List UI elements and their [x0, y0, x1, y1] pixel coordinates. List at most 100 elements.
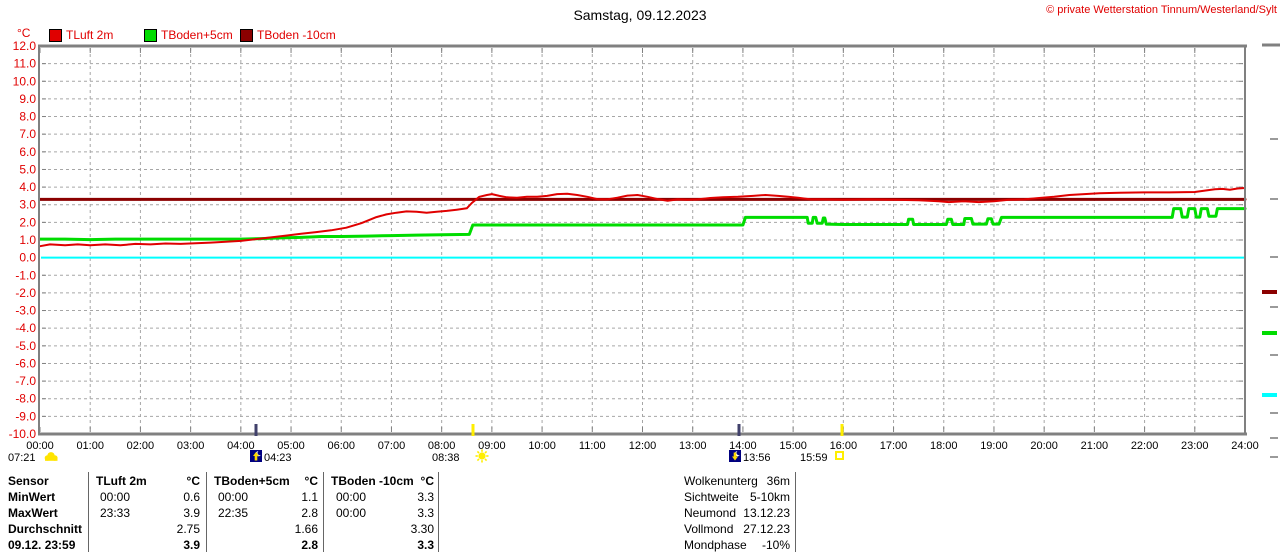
y-tick-label: 2.0	[19, 215, 36, 229]
y-tick-label: 10.0	[13, 74, 37, 88]
x-tick-label: 21:00	[1081, 440, 1109, 452]
y-tick-label: -10.0	[9, 427, 37, 441]
stats-column-divider	[323, 472, 324, 552]
sunrise-sun-icon	[475, 449, 489, 463]
y-tick-label: -4.0	[15, 321, 36, 335]
y-tick-label: 7.0	[19, 127, 36, 141]
legend-swatch-red	[49, 28, 62, 42]
stats-row-label: Sensor	[8, 474, 49, 488]
x-tick-label: 02:00	[127, 440, 155, 452]
sun-moon-time-label: 15:59	[800, 452, 828, 464]
stats-min-value: 0.6	[183, 490, 200, 504]
series-tluft-2m	[39, 187, 1246, 248]
stats-current-value: 3.9	[183, 538, 200, 552]
info-label: Vollmond	[684, 522, 734, 536]
legend-label: TBoden -10cm	[257, 28, 336, 42]
y-tick-label: 11.0	[14, 57, 37, 71]
stats-sensor-name: TBoden -10cm	[331, 474, 414, 488]
y-tick-label: -9.0	[15, 409, 36, 423]
info-label: Wolkenunterg	[684, 474, 758, 488]
x-tick-label: 12:00	[629, 440, 657, 452]
y-tick-label: 8.0	[19, 110, 36, 124]
stats-min-value: 1.1	[301, 490, 318, 504]
x-tick-label: 10:00	[528, 440, 556, 452]
stats-min-value: 3.3	[417, 490, 434, 504]
stats-column-divider	[438, 472, 439, 552]
page-title: Samstag, 09.12.2023	[573, 7, 707, 23]
stats-max-value: 3.9	[183, 506, 200, 520]
y-tick-label: 5.0	[19, 162, 36, 176]
stats-current-value: 3.3	[417, 538, 434, 552]
series-tboden-5cm	[38, 207, 1247, 242]
stats-sensor-unit: °C	[186, 474, 200, 488]
moonrise-icon	[250, 450, 263, 462]
legend-item-tboden-5cm: TBoden+5cm	[144, 28, 233, 42]
x-tick-label: 08:00	[428, 440, 456, 452]
sun-moon-time-label: 08:38	[432, 452, 460, 464]
x-tick-label: 15:00	[779, 440, 807, 452]
legend-swatch-darkred	[240, 28, 253, 42]
dawn-cloud-icon	[44, 452, 58, 461]
y-tick-label: -6.0	[15, 356, 36, 370]
info-value: 13.12.23	[743, 506, 790, 520]
x-tick-label: 22:00	[1131, 440, 1159, 452]
info-value: 36m	[766, 474, 790, 488]
y-tick-label: -8.0	[15, 392, 36, 406]
legend-item-tboden-10cm: TBoden -10cm	[240, 28, 336, 42]
info-label: Mondphase	[684, 538, 747, 552]
stats-max-time: 23:33	[100, 506, 131, 520]
x-tick-label: 23:00	[1181, 440, 1209, 452]
info-value: 5-10km	[749, 490, 790, 504]
info-label: Sichtweite	[684, 490, 739, 504]
x-tick-label: 14:00	[729, 440, 757, 452]
stats-row-label: Durchschnitt	[8, 522, 83, 536]
stats-sensor-name: TBoden+5cm	[214, 474, 290, 488]
stats-row-label: MaxWert	[8, 506, 58, 520]
y-tick-label: 9.0	[19, 92, 36, 106]
x-tick-label: 04:00	[227, 440, 255, 452]
x-tick-label: 17:00	[880, 440, 908, 452]
y-tick-label: -1.0	[15, 268, 36, 282]
x-tick-label: 11:00	[579, 440, 606, 452]
y-tick-label: -3.0	[15, 304, 36, 318]
stats-current-value: 2.8	[301, 538, 318, 552]
y-tick-label: 4.0	[19, 180, 36, 194]
info-label: Neumond	[684, 506, 737, 520]
y-tick-label: 0.0	[19, 251, 36, 265]
stats-row-label: 09.12. 23:59	[8, 538, 76, 552]
x-tick-label: 18:00	[930, 440, 958, 452]
stats-avg-value: 3.30	[410, 522, 434, 536]
y-tick-label: 1.0	[19, 233, 36, 247]
stats-row-label: MinWert	[8, 490, 56, 504]
stats-avg-value: 1.66	[294, 522, 318, 536]
temperature-chart: 12.0 11.0 10.0 9.0 8.0 7.0 6.0 5.0 4.0 3.0 2.0 1.0 0…	[8, 39, 1280, 464]
y-tick-label: 3.0	[19, 198, 36, 212]
x-tick-label: 05:00	[277, 440, 305, 452]
stats-min-time: 00:00	[336, 490, 367, 504]
x-tick-label: 16:00	[830, 440, 858, 452]
x-tick-label: 06:00	[327, 440, 355, 452]
legend-label: TLuft 2m	[66, 28, 114, 42]
sun-moon-time-label: 07:21	[8, 452, 36, 464]
x-tick-label: 24:00	[1231, 440, 1259, 452]
stats-min-time: 00:00	[100, 490, 131, 504]
y-axis-unit-label: °C	[17, 26, 31, 40]
info-value: -10%	[761, 538, 790, 552]
x-tick-label: 00:00	[26, 440, 54, 452]
stats-column-divider	[206, 472, 207, 552]
stats-min-time: 00:00	[218, 490, 249, 504]
y-tick-label: -7.0	[15, 374, 36, 388]
y-tick-label: -2.0	[15, 286, 36, 300]
sun-moon-time-label: 13:56	[743, 452, 771, 464]
stats-avg-value: 2.75	[176, 522, 200, 536]
x-tick-label: 03:00	[177, 440, 205, 452]
stats-max-time: 22:35	[218, 506, 249, 520]
stats-sensor-unit: °C	[304, 474, 318, 488]
stats-sensor-name: TLuft 2m	[96, 474, 147, 488]
stats-max-time: 00:00	[336, 506, 367, 520]
stats-column-divider	[88, 472, 89, 552]
stats-max-value: 2.8	[301, 506, 318, 520]
sunset-square-icon	[835, 451, 844, 460]
y-tick-label: 6.0	[19, 145, 36, 159]
